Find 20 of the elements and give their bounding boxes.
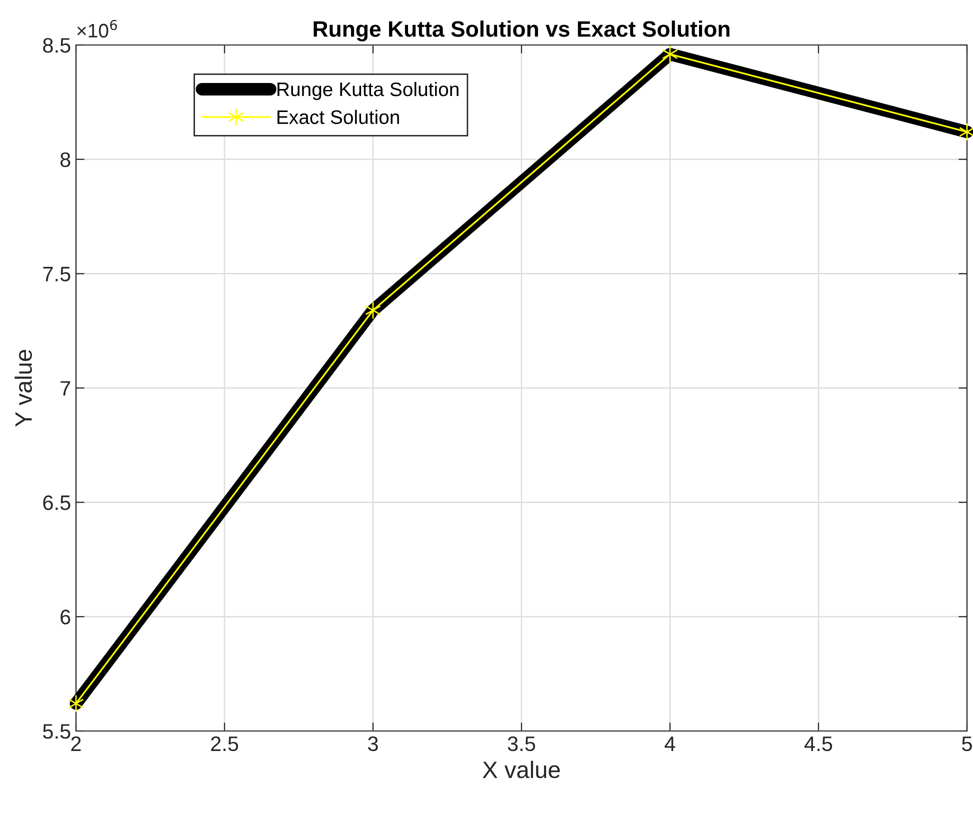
y-tick-label: 6 bbox=[60, 610, 70, 624]
y-tick-label: 8.5 bbox=[43, 38, 70, 53]
text: ×10$^{6}$ bbox=[77, 20, 117, 38]
x-tick-label: 2 bbox=[71, 736, 81, 751]
legend-label: Exact Solution bbox=[278, 110, 399, 124]
y-tick-label: 8 bbox=[60, 152, 70, 168]
legend-label: Runge Kutta Solution bbox=[278, 82, 458, 100]
y-tick-label: 7 bbox=[60, 381, 70, 396]
y-tick-label: 5.5 bbox=[43, 724, 70, 739]
x-axis-title: X value bbox=[482, 760, 560, 778]
y-axis-title: Y value bbox=[14, 350, 32, 427]
x-tick-label: 2.5 bbox=[211, 736, 238, 752]
x-tick-label: 5 bbox=[962, 736, 972, 752]
x-tick-label: 3.5 bbox=[508, 736, 536, 752]
y-tick-label: 7.5 bbox=[43, 266, 70, 282]
x-tick-label: 3 bbox=[368, 736, 378, 752]
x-tick-label: 4.5 bbox=[804, 736, 832, 752]
chart-title: Runge Kutta Solution vs Exact Solution bbox=[314, 20, 730, 42]
x-tick-label: 4 bbox=[664, 736, 676, 751]
y-tick-label: 6.5 bbox=[43, 495, 70, 510]
